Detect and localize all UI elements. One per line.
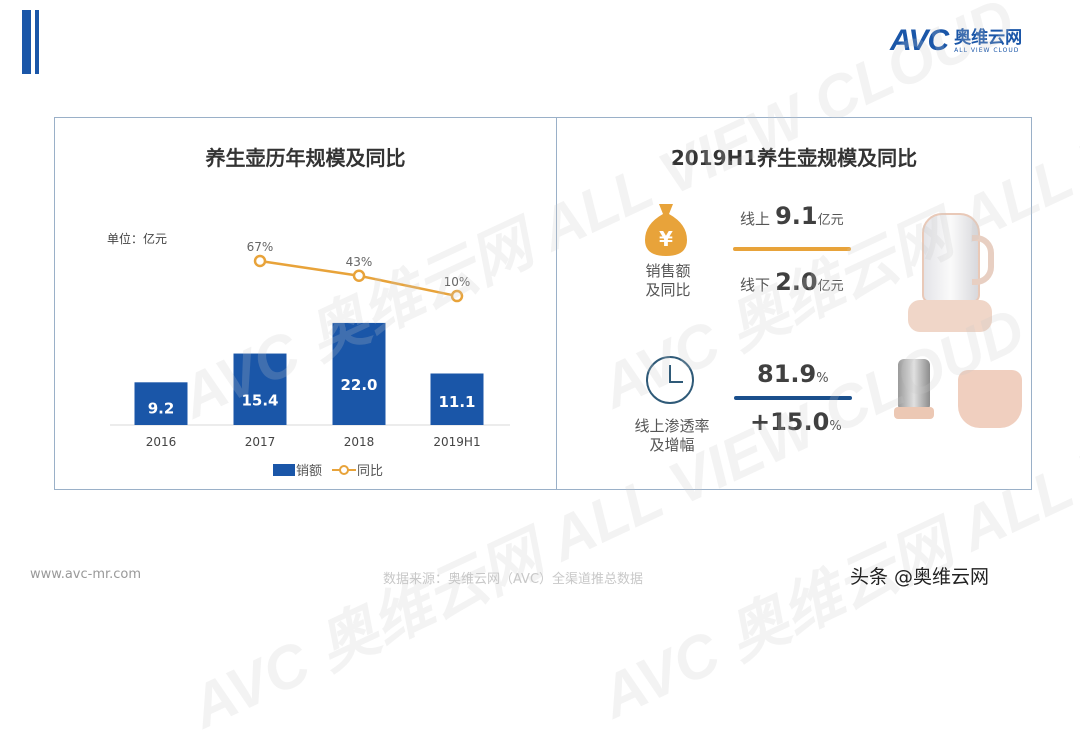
bar-data-label: 15.4 [241, 391, 278, 409]
logo-brand: AVC [890, 24, 949, 57]
x-tick-label: 2019H1 [433, 435, 480, 449]
offline-label: 线下 [740, 276, 771, 294]
steamer-image [890, 345, 938, 420]
growth-point [352, 269, 366, 283]
bar-data-label: 11.1 [438, 393, 475, 411]
penetration-value: 81.9% [757, 360, 829, 388]
legend-line-label: 同比 [357, 464, 383, 479]
bar-data-label: 9.2 [148, 400, 175, 418]
increase-unit: % [829, 419, 842, 434]
offline-value: 2.0 [775, 268, 818, 296]
bar [134, 382, 188, 425]
unit-label: 单位：亿元 [107, 232, 168, 246]
x-tick-label: 2016 [146, 435, 177, 449]
offline-unit: 亿元 [817, 279, 844, 294]
growth-point [253, 254, 267, 268]
footer-source: 数据来源：奥维云网（AVC）全渠道推总数据 [383, 572, 644, 587]
growth-data-label: 43% [346, 255, 373, 269]
online-label: 线上 [740, 210, 771, 228]
avc-logo: AVC 奥维云网 ALL VIEW CLOUD [890, 24, 1022, 58]
logo-en: ALL VIEW CLOUD [954, 46, 1020, 54]
growth-point [450, 289, 464, 303]
svg-text:¥: ¥ [659, 227, 673, 251]
penetration-number: 81.9 [757, 360, 817, 388]
bar [233, 353, 287, 425]
penetration-divider [734, 396, 852, 400]
bar [332, 322, 386, 425]
increase-number: +15.0 [750, 408, 830, 436]
clock-icon [646, 356, 694, 404]
health-kettle-image [900, 205, 1000, 335]
footer-website[interactable]: www.avc-mr.com [30, 567, 142, 582]
bar-line-chart: 9.2 2016 15.4 2017 22.0 2018 11.1 2019H1 67% 43% 1… [110, 240, 510, 479]
legend-line-marker [339, 465, 349, 475]
sales-divider [733, 247, 851, 251]
money-bag-icon: ¥ [645, 204, 687, 256]
header-accent-bar-thin [35, 10, 39, 74]
right-panel: 2019H1养生壶规模及同比 [556, 117, 1032, 490]
online-value: 9.1 [775, 202, 818, 230]
penetration-unit: % [816, 371, 829, 386]
sales-label-2: 及同比 [645, 281, 691, 299]
bar [430, 373, 484, 425]
penetration-label-2: 及增幅 [649, 436, 695, 454]
growth-data-label: 67% [247, 240, 274, 254]
x-tick-label: 2018 [344, 435, 375, 449]
online-unit: 亿元 [817, 213, 844, 228]
bar-data-label: 22.0 [340, 376, 377, 394]
penetration-label-1: 线上渗透率 [634, 417, 710, 435]
footer-credit: 头条 @奥维云网 [850, 566, 990, 588]
penetration-increase: +15.0% [750, 408, 842, 436]
right-panel-title: 2019H1养生壶规模及同比 [670, 146, 918, 170]
base-image [958, 370, 1022, 428]
legend-bar-swatch [273, 464, 295, 476]
growth-data-label: 10% [444, 275, 471, 289]
header-accent-bar [22, 10, 31, 74]
offline-sales: 线下 2.0亿元 [740, 268, 844, 296]
online-sales: 线上 9.1亿元 [740, 202, 844, 230]
sales-label-1: 销售额 [645, 262, 691, 280]
left-panel-title: 养生壶历年规模及同比 [205, 146, 406, 170]
logo-cn: 奥维云网 [954, 27, 1023, 48]
legend-bar-label: 销额 [296, 464, 322, 479]
x-tick-label: 2017 [245, 435, 276, 449]
